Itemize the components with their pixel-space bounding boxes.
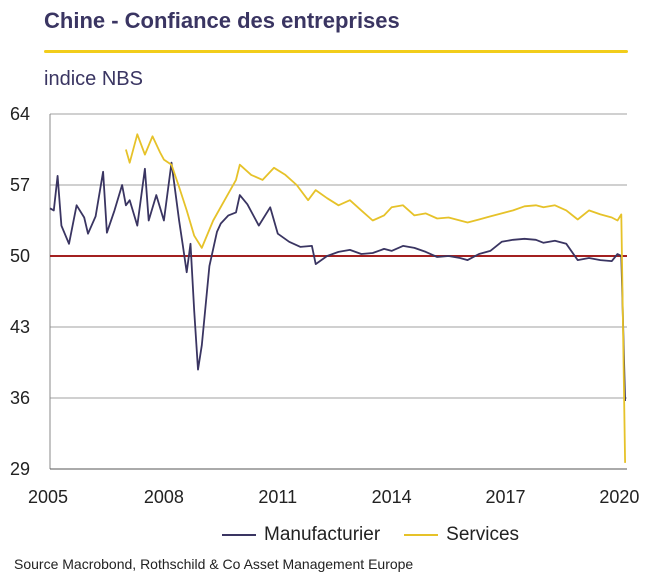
legend-item-manufacturing: Manufacturier: [222, 524, 380, 546]
y-tick-label: 57: [10, 175, 30, 195]
source-note: Source Macrobond, Rothschild & Co Asset …: [14, 556, 414, 572]
y-tick-label: 36: [10, 388, 30, 408]
x-tick-label: 2005: [28, 487, 68, 507]
x-axis-ticks: 2005 2008 2011 2014 2017 2020: [28, 487, 639, 507]
legend: Manufacturier Services: [222, 524, 543, 546]
y-tick-label: 50: [10, 246, 30, 266]
x-tick-label: 2011: [258, 487, 297, 507]
series-line-manufacturing: [49, 161, 626, 402]
y-axis-ticks: 64 57 50 43 36 29: [10, 104, 30, 479]
y-tick-label: 29: [10, 459, 30, 479]
x-tick-label: 2020: [599, 487, 639, 507]
legend-item-services: Services: [404, 524, 519, 546]
legend-swatch-services: [404, 534, 439, 536]
chart-title: Chine - Confiance des entreprises: [44, 8, 400, 33]
series-line-services: [125, 133, 626, 463]
legend-label-manufacturing: Manufacturier: [264, 524, 381, 545]
legend-swatch-manufacturing: [222, 534, 256, 536]
title-underline: [44, 50, 628, 53]
x-tick-label: 2014: [372, 487, 412, 507]
chart-subtitle: indice NBS: [44, 68, 143, 90]
x-tick-label: 2017: [486, 487, 526, 507]
y-tick-label: 43: [10, 317, 30, 337]
legend-label-services: Services: [446, 524, 520, 545]
series-lines: [49, 133, 626, 463]
x-tick-label: 2008: [144, 487, 184, 507]
y-tick-label: 64: [10, 104, 30, 124]
